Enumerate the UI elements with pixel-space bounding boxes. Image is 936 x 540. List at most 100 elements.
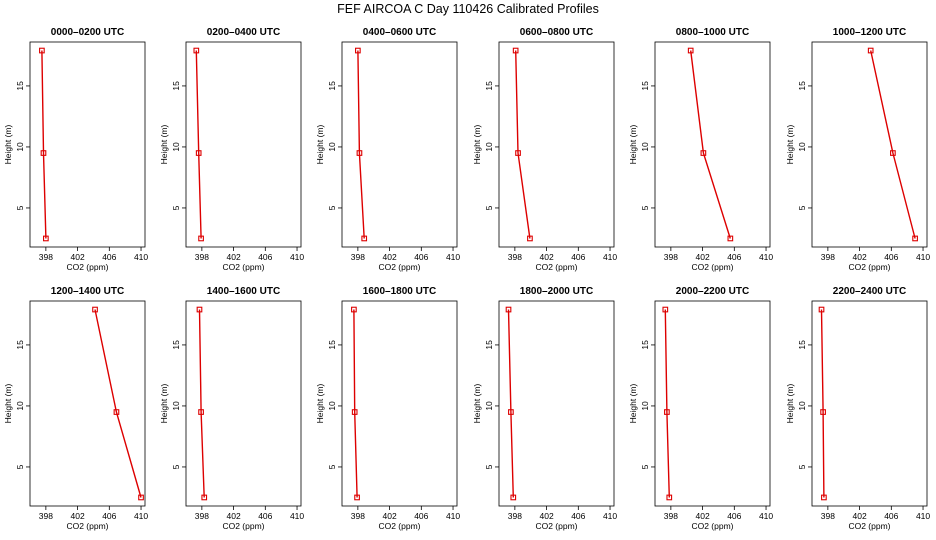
data-point bbox=[664, 409, 670, 415]
plot-frame bbox=[498, 300, 615, 507]
x-tick-label: 398 bbox=[195, 511, 209, 521]
x-axis-label: CO2 (ppm) bbox=[222, 521, 264, 531]
data-point bbox=[512, 47, 519, 54]
panel-title: 1000–1200 UTC bbox=[833, 27, 906, 38]
x-tick-label: 402 bbox=[382, 511, 396, 521]
data-point bbox=[912, 235, 918, 242]
y-axis-label: Height (m) bbox=[472, 125, 482, 165]
data-point bbox=[515, 150, 521, 156]
data-point bbox=[193, 47, 200, 54]
data-point bbox=[198, 235, 204, 242]
panel-title: 1200–1400 UTC bbox=[51, 286, 124, 297]
plot-frame bbox=[29, 300, 146, 507]
y-tick-label: 15 bbox=[15, 81, 25, 91]
data-point bbox=[527, 235, 533, 242]
x-tick-label: 406 bbox=[884, 511, 898, 521]
y-axis-label: Height (m) bbox=[315, 125, 325, 165]
x-axis-label: CO2 (ppm) bbox=[378, 262, 420, 272]
panel-title: 0400–0600 UTC bbox=[363, 27, 436, 38]
data-point bbox=[700, 150, 707, 156]
y-tick-label: 5 bbox=[327, 205, 337, 210]
y-tick-label: 5 bbox=[15, 464, 25, 469]
data-point bbox=[351, 409, 358, 415]
x-tick-label: 398 bbox=[351, 511, 365, 521]
x-tick-label: 402 bbox=[852, 511, 866, 521]
plot-frame bbox=[654, 41, 771, 248]
x-axis-label: CO2 (ppm) bbox=[535, 262, 577, 272]
x-tick-label: 410 bbox=[290, 511, 304, 521]
x-tick-label: 406 bbox=[258, 511, 272, 521]
data-point bbox=[867, 47, 874, 54]
x-tick-label: 406 bbox=[727, 252, 741, 262]
y-tick-label: 10 bbox=[484, 401, 494, 411]
x-tick-label: 402 bbox=[226, 252, 240, 262]
panel-title: 0600–0800 UTC bbox=[520, 27, 593, 38]
y-tick-label: 15 bbox=[797, 81, 807, 91]
y-axis-label: Height (m) bbox=[628, 384, 638, 424]
y-tick-label: 15 bbox=[171, 81, 181, 91]
x-axis-label: CO2 (ppm) bbox=[848, 521, 890, 531]
y-tick-label: 15 bbox=[171, 340, 181, 350]
y-tick-label: 10 bbox=[15, 401, 25, 411]
plot-frame bbox=[811, 41, 928, 248]
y-tick-label: 5 bbox=[171, 464, 181, 469]
x-axis-label: CO2 (ppm) bbox=[691, 262, 733, 272]
y-tick-label: 5 bbox=[640, 464, 650, 469]
panel-2: 0200–0400 UTC 398 402 406 410 5 10 15 CO2 (ppm) H… bbox=[159, 27, 304, 272]
x-tick-label: 410 bbox=[916, 511, 930, 521]
data-point bbox=[510, 494, 517, 501]
x-tick-label: 406 bbox=[414, 511, 428, 521]
x-tick-label: 406 bbox=[102, 511, 116, 521]
x-tick-label: 406 bbox=[102, 252, 116, 262]
data-point bbox=[201, 494, 208, 501]
x-tick-label: 398 bbox=[39, 511, 53, 521]
y-tick-label: 15 bbox=[640, 340, 650, 350]
x-tick-label: 402 bbox=[852, 252, 866, 262]
x-tick-label: 398 bbox=[821, 252, 835, 262]
x-tick-label: 398 bbox=[39, 252, 53, 262]
x-axis-label: CO2 (ppm) bbox=[535, 521, 577, 531]
profile-line bbox=[353, 309, 358, 498]
y-tick-label: 5 bbox=[171, 205, 181, 210]
panel-title: 2000–2200 UTC bbox=[676, 286, 749, 297]
y-tick-label: 10 bbox=[327, 401, 337, 411]
y-tick-label: 15 bbox=[484, 81, 494, 91]
x-tick-label: 410 bbox=[603, 252, 617, 262]
y-tick-label: 5 bbox=[797, 464, 807, 469]
data-point bbox=[505, 306, 512, 313]
panel-title: 1800–2000 UTC bbox=[520, 286, 593, 297]
x-axis-label: CO2 (ppm) bbox=[66, 521, 108, 531]
y-tick-label: 10 bbox=[797, 401, 807, 411]
x-tick-label: 402 bbox=[70, 252, 84, 262]
y-tick-label: 15 bbox=[15, 340, 25, 350]
profile-line bbox=[664, 309, 670, 498]
panel-7: 1200–1400 UTC 398 402 406 410 5 10 15 CO2 (ppm) H… bbox=[3, 286, 148, 531]
data-point bbox=[113, 409, 120, 415]
x-tick-label: 410 bbox=[446, 252, 460, 262]
plot-frame bbox=[341, 41, 458, 248]
x-tick-label: 402 bbox=[539, 511, 553, 521]
data-point bbox=[40, 150, 47, 156]
x-tick-label: 406 bbox=[571, 511, 585, 521]
x-tick-label: 410 bbox=[916, 252, 930, 262]
y-axis-label: Height (m) bbox=[472, 384, 482, 424]
y-tick-label: 5 bbox=[640, 205, 650, 210]
x-tick-label: 406 bbox=[571, 252, 585, 262]
profile-line bbox=[94, 309, 142, 498]
y-tick-label: 10 bbox=[327, 142, 337, 152]
profile-line bbox=[690, 50, 731, 239]
y-axis-label: Height (m) bbox=[315, 384, 325, 424]
data-point bbox=[818, 306, 825, 313]
y-tick-label: 5 bbox=[327, 464, 337, 469]
x-axis-label: CO2 (ppm) bbox=[222, 262, 264, 272]
x-tick-label: 402 bbox=[382, 252, 396, 262]
x-tick-label: 406 bbox=[414, 252, 428, 262]
data-point bbox=[666, 494, 673, 501]
x-tick-label: 410 bbox=[759, 252, 773, 262]
x-tick-label: 402 bbox=[539, 252, 553, 262]
y-tick-label: 5 bbox=[15, 205, 25, 210]
data-point bbox=[355, 47, 361, 54]
data-point bbox=[39, 47, 45, 54]
panel-title: 1400–1600 UTC bbox=[207, 286, 280, 297]
data-point bbox=[662, 306, 669, 313]
